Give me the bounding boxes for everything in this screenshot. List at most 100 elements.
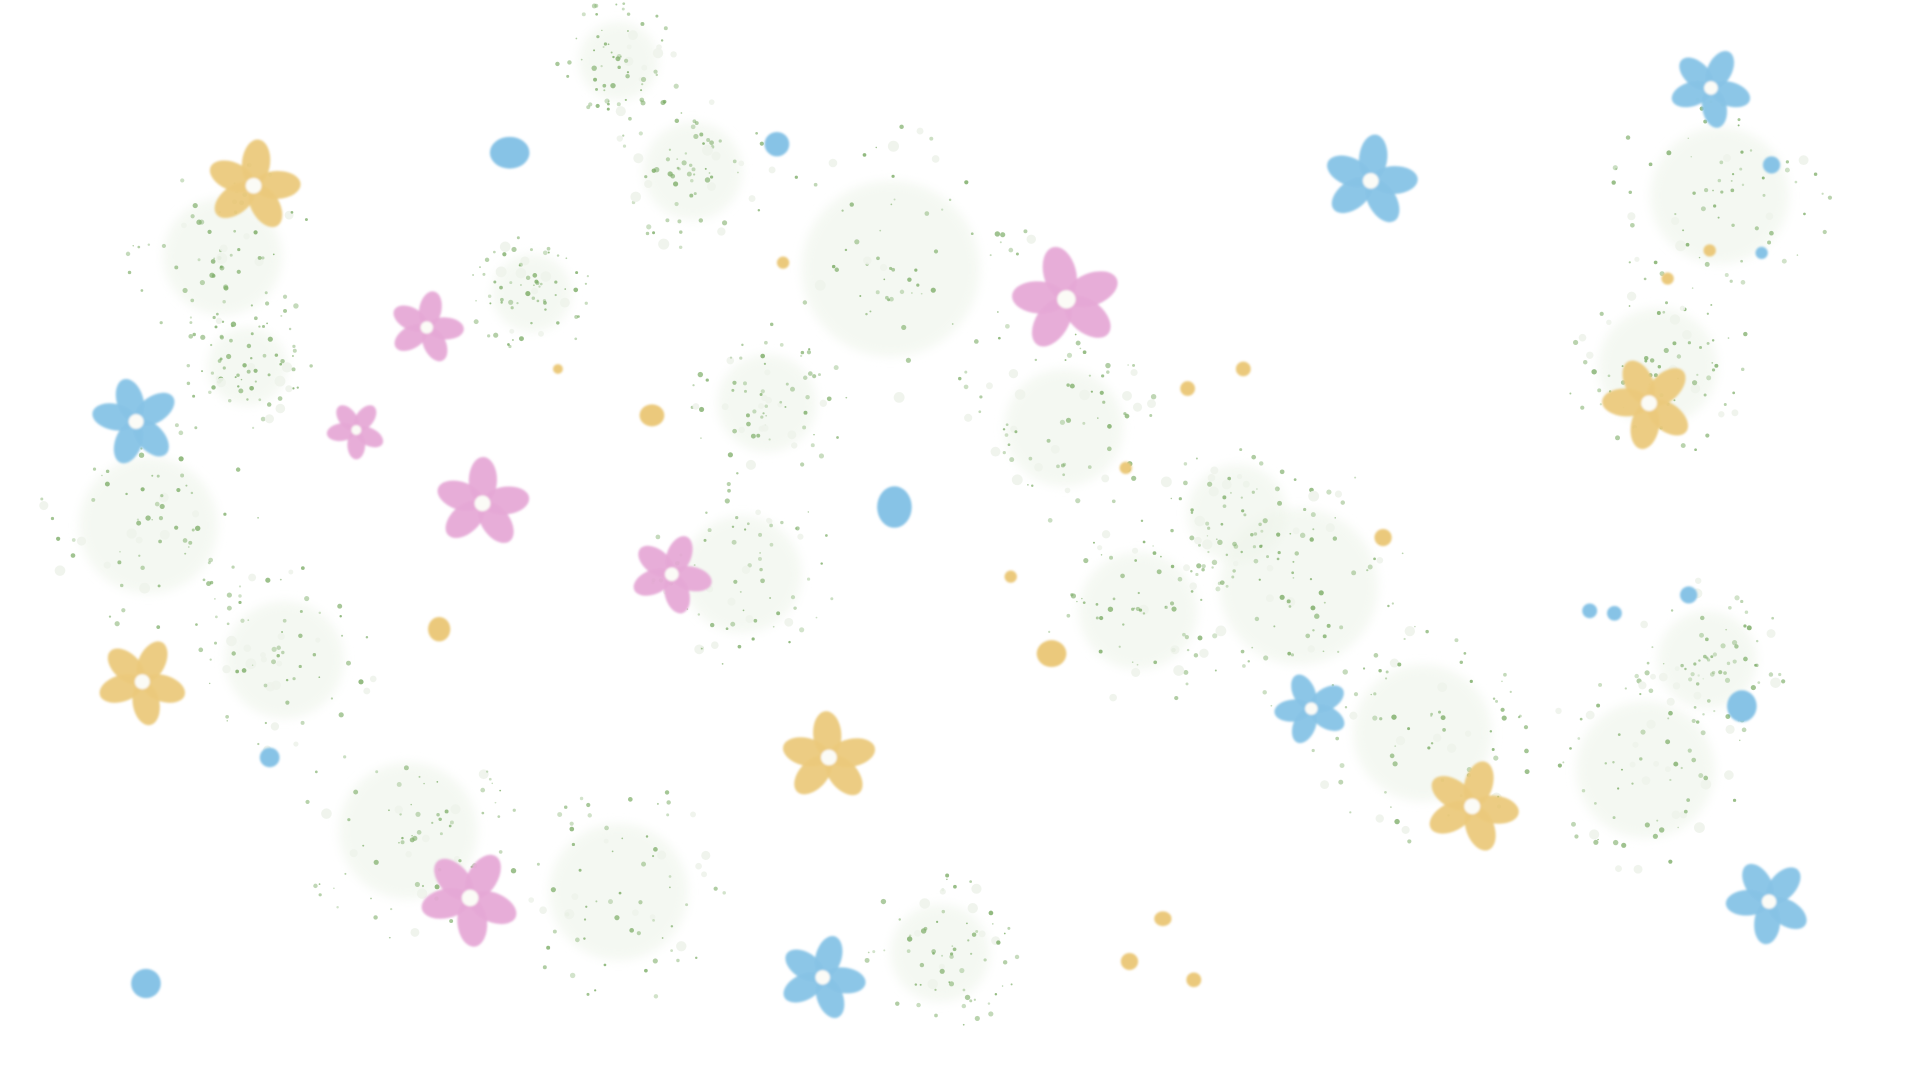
speckle xyxy=(154,501,160,507)
speckle xyxy=(769,322,774,327)
speckle xyxy=(138,554,141,557)
speckle xyxy=(1501,715,1507,721)
speckle xyxy=(318,893,322,897)
speckle xyxy=(1207,481,1213,487)
speckle xyxy=(693,192,697,196)
speckle xyxy=(114,621,120,627)
speckle xyxy=(766,518,773,524)
speckle xyxy=(242,363,247,368)
speckle xyxy=(1705,433,1710,438)
speckle xyxy=(518,336,524,342)
speckle xyxy=(784,617,794,627)
speckle xyxy=(1207,526,1211,530)
speckle xyxy=(1698,659,1701,662)
speckle xyxy=(1250,533,1254,537)
speckle xyxy=(1704,261,1710,267)
speckle xyxy=(1273,625,1276,628)
speckle xyxy=(739,356,743,360)
speckle xyxy=(198,647,204,653)
speckle xyxy=(959,967,965,974)
speckle xyxy=(1430,742,1434,745)
speckle xyxy=(1598,682,1603,687)
speckle xyxy=(1311,748,1315,753)
speckle xyxy=(1713,709,1716,713)
speckle xyxy=(1225,553,1229,557)
speckle xyxy=(136,520,142,526)
speckle xyxy=(1222,495,1227,500)
speckle xyxy=(676,166,680,170)
speckle xyxy=(891,174,895,178)
speckle xyxy=(321,808,332,819)
speckle xyxy=(544,308,547,311)
speckle xyxy=(725,627,729,631)
speckle xyxy=(1239,448,1243,452)
speckle xyxy=(412,835,418,841)
speckle xyxy=(1195,572,1199,577)
speckle xyxy=(802,300,808,305)
speckle xyxy=(557,812,563,817)
speckle xyxy=(178,456,184,462)
speckle xyxy=(865,312,868,316)
speckle xyxy=(266,322,268,325)
speckle xyxy=(1725,714,1731,719)
speckle xyxy=(1612,816,1616,820)
speckle xyxy=(1087,465,1092,469)
speckle xyxy=(579,796,584,801)
speckle xyxy=(1501,680,1503,683)
speckle xyxy=(1007,926,1011,930)
speckle xyxy=(502,252,507,257)
speckle xyxy=(916,1002,921,1008)
speckle xyxy=(869,310,872,313)
speckle xyxy=(772,625,775,628)
speckle xyxy=(813,182,818,187)
speckle-layer xyxy=(39,2,1833,1026)
petal xyxy=(353,405,377,432)
speckle xyxy=(272,253,275,256)
speckle xyxy=(525,291,531,297)
speckle xyxy=(250,304,253,307)
speckle xyxy=(1648,162,1653,167)
speckle xyxy=(257,517,259,519)
speckle xyxy=(495,266,507,278)
speckle xyxy=(1438,710,1441,714)
haze xyxy=(890,904,990,1002)
speckle xyxy=(586,802,591,808)
speckle xyxy=(533,284,535,287)
speckle xyxy=(76,536,87,546)
speckle xyxy=(1190,511,1194,514)
speckle xyxy=(862,153,867,157)
speckle xyxy=(1672,682,1681,690)
speckle xyxy=(698,406,705,412)
speckle xyxy=(341,634,344,637)
speckle xyxy=(591,3,597,9)
speckle xyxy=(1724,770,1734,780)
speckle xyxy=(586,992,590,996)
speckle xyxy=(787,430,797,440)
speckle xyxy=(1629,761,1636,768)
speckle xyxy=(964,180,969,185)
speckle xyxy=(525,275,531,281)
speckle xyxy=(1342,669,1348,675)
speckle xyxy=(1768,672,1774,677)
speckle xyxy=(1580,405,1585,410)
speckle xyxy=(238,594,242,598)
speckle xyxy=(1259,461,1264,466)
blob xyxy=(764,131,790,157)
speckle xyxy=(151,518,153,521)
speckle xyxy=(1232,541,1237,547)
speckle xyxy=(665,157,671,162)
speckle xyxy=(759,552,761,554)
speckle xyxy=(512,808,516,812)
petal xyxy=(664,573,690,614)
blob xyxy=(1680,586,1698,604)
petal xyxy=(209,160,255,193)
speckle xyxy=(652,918,655,922)
speckle xyxy=(1215,586,1221,592)
speckle xyxy=(934,1013,938,1018)
speckle xyxy=(729,356,733,359)
speckle xyxy=(810,443,815,448)
speckle xyxy=(1692,191,1696,195)
speckle xyxy=(978,930,986,938)
speckle xyxy=(833,365,839,371)
speckle xyxy=(895,1001,900,1006)
